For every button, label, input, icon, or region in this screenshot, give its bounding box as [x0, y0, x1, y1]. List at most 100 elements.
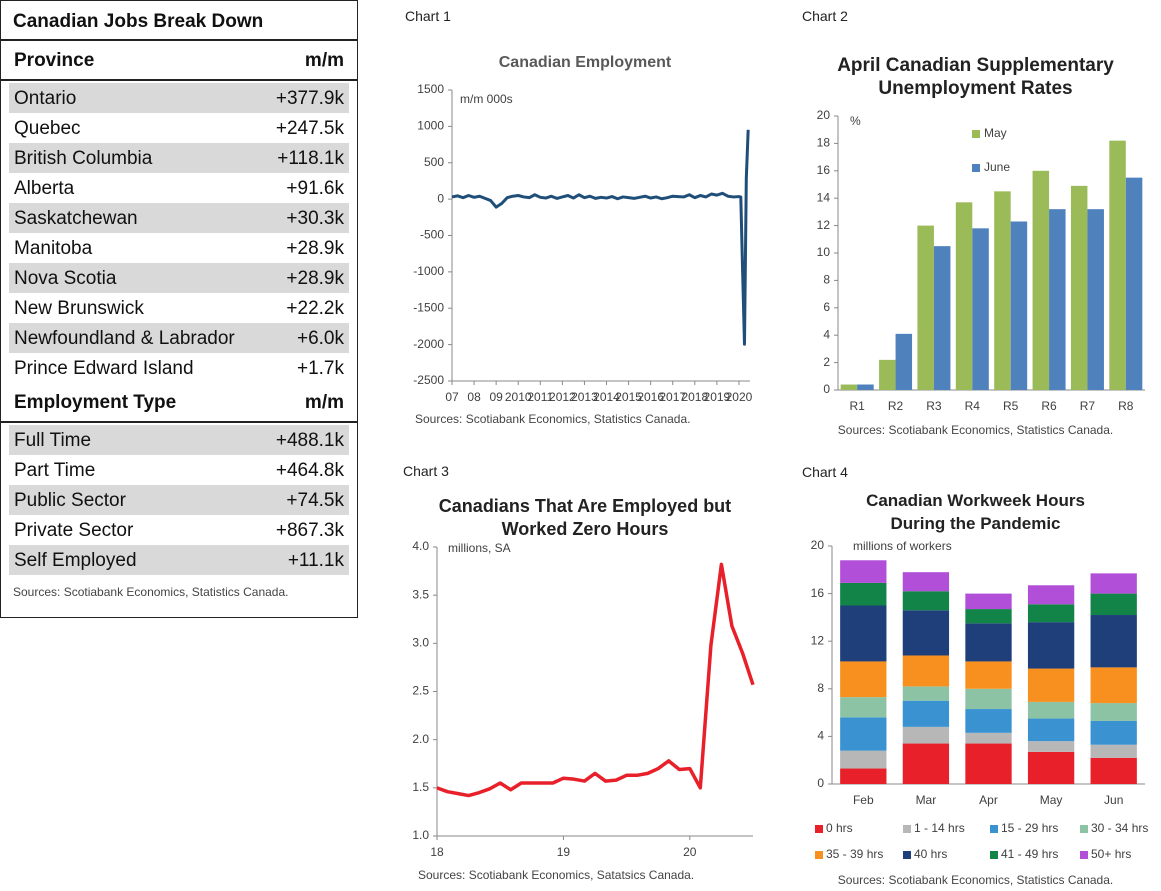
header-label: Employment Type — [14, 392, 177, 413]
x-tick-label: 09 — [489, 390, 503, 404]
bar-segment — [1090, 757, 1137, 784]
x-tick-label: 2015 — [615, 390, 642, 404]
row-value: +377.9k — [275, 88, 344, 109]
x-tick-label: Jun — [1104, 793, 1123, 807]
x-tick-label: Feb — [853, 793, 874, 807]
chart-title: Canadian Employment — [498, 54, 672, 71]
row-label: Private Sector — [14, 520, 134, 541]
y-tick-label: 500 — [424, 155, 444, 169]
x-tick-label: R8 — [1118, 399, 1134, 413]
bar-segment — [840, 768, 887, 784]
bar — [857, 384, 874, 390]
bar-segment — [965, 609, 1012, 624]
table-row: Part Time +464.8k — [9, 455, 349, 485]
legend-swatch — [903, 851, 911, 859]
legend-swatch — [815, 851, 823, 859]
x-tick-label: 18 — [430, 845, 444, 859]
bar-segment — [965, 623, 1012, 662]
row-label: Quebec — [14, 118, 81, 139]
x-tick-label: R7 — [1080, 399, 1096, 413]
chart-title: Canadian Workweek Hours During the Pande… — [866, 491, 1085, 533]
bar-segment — [840, 697, 887, 718]
row-value: +1.7k — [296, 358, 344, 379]
bar-segment — [840, 582, 887, 606]
chart-title: Canadians That Are Employed but Worked Z… — [438, 496, 732, 539]
bar-segment — [965, 593, 1012, 610]
row-label: Part Time — [14, 460, 96, 481]
x-tick-label: Apr — [979, 793, 998, 807]
row-label: Prince Edward Island — [14, 358, 194, 379]
chart: % 0 2 4 6 8 10 12 14 16 18 20 R1 R2 R3 R4 R5 R6 R7 R8 May Jun… — [790, 0, 1161, 445]
x-tick-label: 2011 — [527, 390, 553, 404]
row-label: Nova Scotia — [14, 268, 117, 289]
bar — [933, 246, 951, 390]
legend-label: 40 hrs — [914, 847, 947, 861]
rule — [1, 79, 357, 81]
chart-canvas: millions of workers 0 4 8 12 16 20 Feb Mar Apr May… — [811, 538, 1149, 861]
bar-segment — [1090, 744, 1137, 758]
x-tick-label: 2018 — [681, 390, 708, 404]
table-row: Public Sector +74.5k — [9, 485, 349, 515]
table-row: Ontario +377.9k — [9, 83, 349, 113]
legend-swatch — [815, 825, 823, 833]
bar-segment — [902, 700, 950, 727]
x-tick-label: 2019 — [704, 390, 731, 404]
bar-segment — [902, 686, 950, 701]
row-label: Full Time — [14, 430, 92, 451]
x-tick-label: 2016 — [637, 390, 664, 404]
row-value: +28.9k — [286, 238, 344, 259]
bar-segment — [1090, 615, 1137, 668]
table-source: Sources: Scotiabank Economics, Statistic… — [13, 585, 289, 599]
chart-label: Chart 4 — [802, 464, 848, 480]
table-row: New Brunswick +22.2k — [9, 293, 349, 323]
y-tick-label: 3.0 — [412, 636, 429, 650]
row-value: +30.3k — [286, 208, 344, 229]
table-row: Private Sector +867.3k — [9, 515, 349, 545]
y-tick-label: 3.5 — [412, 587, 429, 601]
row-label: Saskatchewan — [14, 208, 138, 229]
chart-label: Chart 2 — [802, 8, 848, 24]
table-title: Canadian Jobs Break Down — [13, 11, 264, 32]
row-value: +74.5k — [286, 490, 344, 511]
x-tick-label: R3 — [926, 399, 942, 413]
legend-swatch — [972, 130, 980, 138]
legend-swatch — [990, 851, 998, 859]
bar — [879, 359, 896, 390]
bar — [840, 384, 858, 390]
table-row: Prince Edward Island +1.7k — [9, 353, 349, 383]
table-row: Nova Scotia +28.9k — [9, 263, 349, 293]
row-label: New Brunswick — [14, 298, 144, 319]
y-tick-label: 4 — [823, 327, 830, 341]
section-header: Province m/m — [9, 45, 349, 75]
header-label: m/m — [304, 392, 344, 413]
legend-label: 0 hrs — [826, 821, 853, 835]
bar-segment — [1090, 573, 1137, 594]
bar — [994, 191, 1011, 390]
y-tick-label: 8 — [817, 681, 824, 695]
rule — [1, 421, 357, 423]
y-tick-label: 1.0 — [412, 828, 429, 842]
bar-segment — [1090, 720, 1137, 745]
y-tick-label: 2 — [823, 355, 830, 369]
x-tick-label: Mar — [916, 793, 937, 807]
y-tick-label: 2.0 — [412, 732, 429, 746]
x-tick-label: R1 — [850, 399, 866, 413]
chart-label: Chart 1 — [405, 8, 451, 24]
chart-source: Sources: Scotiabank Economics, Statistic… — [837, 873, 1114, 887]
row-value: +28.9k — [286, 268, 344, 289]
x-tick-label: 2010 — [505, 390, 532, 404]
legend-label: 15 - 29 hrs — [1001, 821, 1058, 835]
legend-label: June — [984, 160, 1010, 174]
bar — [1109, 140, 1126, 390]
row-label: Newfoundland & Labrador — [14, 328, 235, 349]
bar-segment — [902, 572, 950, 592]
section-header: Employment Type m/m — [9, 387, 349, 417]
legend-swatch — [990, 825, 998, 833]
bar-segment — [840, 750, 887, 769]
table-row: Quebec +247.5k — [9, 113, 349, 143]
chart-canvas: m/m 000s -2500 -2000 -1500 -1000 -500 0 500 1000… — [413, 82, 753, 404]
chart-canvas: millions, SA 1.0 1.5 2.0 2.5 3.0 3.5 4.0 18 19 20 — [412, 539, 755, 859]
x-tick-label: 2020 — [726, 390, 753, 404]
y-tick-label: 12 — [817, 218, 831, 232]
bar-segment — [1027, 604, 1075, 623]
